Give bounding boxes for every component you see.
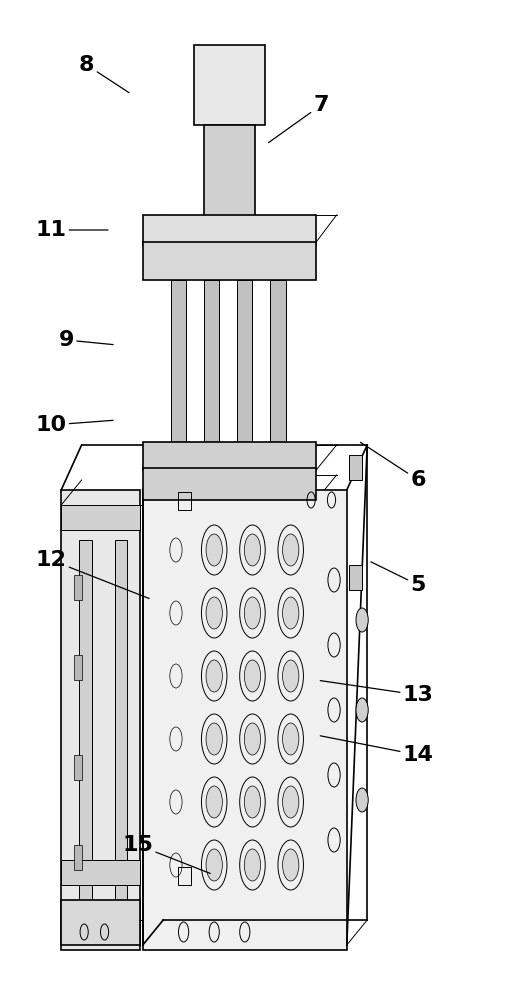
Bar xyxy=(61,505,140,530)
Text: 11: 11 xyxy=(36,220,108,240)
Text: 6: 6 xyxy=(360,442,425,490)
Bar xyxy=(193,45,265,125)
Circle shape xyxy=(244,660,260,692)
Circle shape xyxy=(206,534,222,566)
Bar xyxy=(74,655,81,680)
Text: 9: 9 xyxy=(59,330,113,350)
Text: 13: 13 xyxy=(320,681,433,705)
Circle shape xyxy=(206,660,222,692)
Bar xyxy=(143,215,316,245)
Bar xyxy=(74,845,81,870)
Bar xyxy=(178,492,191,510)
Text: 8: 8 xyxy=(79,55,129,93)
Bar xyxy=(178,867,191,885)
Bar xyxy=(204,280,219,445)
Circle shape xyxy=(282,660,298,692)
Circle shape xyxy=(355,788,367,812)
Bar xyxy=(143,442,316,470)
Circle shape xyxy=(355,698,367,722)
Bar xyxy=(204,125,254,220)
Text: 15: 15 xyxy=(122,835,210,873)
Text: 10: 10 xyxy=(35,415,113,435)
Bar xyxy=(270,280,285,445)
Bar xyxy=(61,860,140,885)
Circle shape xyxy=(206,849,222,881)
Circle shape xyxy=(355,608,367,632)
Bar xyxy=(61,900,140,945)
Circle shape xyxy=(244,534,260,566)
Text: 7: 7 xyxy=(268,95,328,143)
Circle shape xyxy=(206,723,222,755)
Bar xyxy=(74,755,81,780)
Bar xyxy=(143,242,316,280)
Bar xyxy=(79,540,92,900)
Bar xyxy=(61,490,140,950)
Circle shape xyxy=(206,597,222,629)
Bar xyxy=(237,280,252,445)
Bar xyxy=(143,468,316,500)
Text: 5: 5 xyxy=(370,562,425,595)
Bar xyxy=(349,565,361,590)
Circle shape xyxy=(282,597,298,629)
Circle shape xyxy=(244,849,260,881)
Bar xyxy=(115,540,127,900)
Bar xyxy=(143,490,346,950)
Circle shape xyxy=(282,849,298,881)
Circle shape xyxy=(282,534,298,566)
Circle shape xyxy=(244,786,260,818)
Bar xyxy=(349,455,361,480)
Text: 12: 12 xyxy=(36,550,149,598)
Circle shape xyxy=(244,597,260,629)
Circle shape xyxy=(282,723,298,755)
Bar xyxy=(171,280,186,445)
Circle shape xyxy=(206,786,222,818)
Bar xyxy=(74,575,81,600)
Circle shape xyxy=(282,786,298,818)
Text: 14: 14 xyxy=(320,736,433,765)
Circle shape xyxy=(244,723,260,755)
